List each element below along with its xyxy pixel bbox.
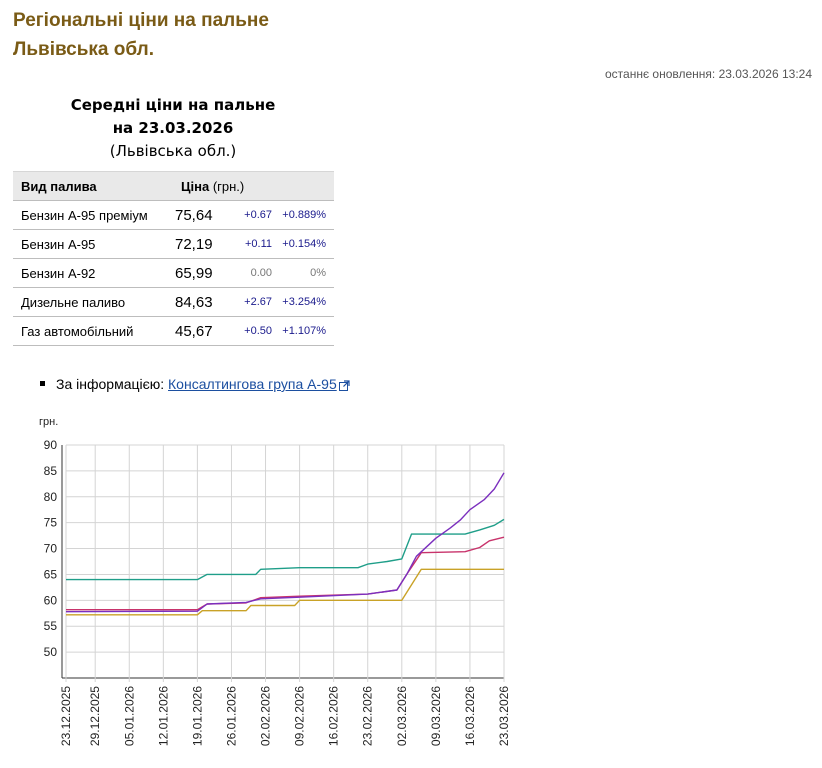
x-tick-label: 09.03.2026 bbox=[429, 686, 443, 746]
fuel-price: 75,64 bbox=[173, 200, 227, 230]
source-link[interactable]: Консалтингова група А-95 bbox=[168, 376, 350, 392]
x-tick-label: 09.02.2026 bbox=[293, 686, 307, 746]
price-change: 0.00 bbox=[227, 258, 272, 288]
caption-date: на 23.03.2026 bbox=[112, 119, 234, 137]
y-tick-label: 70 bbox=[44, 542, 58, 556]
y-tick-label: 75 bbox=[44, 516, 58, 530]
y-tick-label: 65 bbox=[44, 567, 58, 581]
series-line bbox=[66, 518, 505, 581]
chart-grid bbox=[61, 444, 505, 682]
y-tick-label: 50 bbox=[44, 645, 58, 659]
x-tick-label: 23.02.2026 bbox=[361, 686, 375, 746]
fuel-name: Газ автомобільний bbox=[13, 316, 173, 346]
bullet-icon bbox=[40, 380, 45, 386]
price-change-percent: +1.107% bbox=[272, 316, 334, 346]
price-change-percent: +0.154% bbox=[272, 229, 334, 259]
y-tick-label: 60 bbox=[44, 593, 58, 607]
fuel-price: 84,63 bbox=[173, 287, 227, 317]
page-title-line1: Регіональні ціни на пальне bbox=[13, 10, 269, 31]
chart-ylabel: грн. bbox=[39, 416, 58, 428]
fuel-prices-table: Вид палива Ціна (грн.) Бензин А-95 премі… bbox=[13, 171, 334, 346]
header-price: Ціна (грн.) bbox=[173, 171, 334, 201]
header-price-unit: (грн.) bbox=[212, 178, 245, 194]
table-header-row: Вид палива Ціна (грн.) bbox=[13, 171, 334, 201]
last-updated-text: останнє оновлення: 23.03.2026 13:24 bbox=[604, 67, 812, 81]
chart-y-axis: 50 55 60 65 70 75 80 85 90 bbox=[44, 438, 58, 659]
fuel-price: 65,99 bbox=[173, 258, 227, 288]
x-tick-label: 19.01.2026 bbox=[190, 686, 204, 746]
price-change: +0.67 bbox=[227, 200, 272, 230]
source-prefix: За інформацією: bbox=[56, 376, 165, 392]
x-tick-label: 26.01.2026 bbox=[224, 686, 238, 746]
fuel-name: Бензин А-95 bbox=[13, 229, 173, 259]
x-tick-label: 16.03.2026 bbox=[463, 686, 477, 746]
caption-region: (Львівська обл.) bbox=[109, 142, 237, 160]
fuel-name: Бензин А-95 преміум bbox=[13, 200, 173, 230]
source-info: За інформацією: Консалтингова група А-95 bbox=[40, 376, 350, 392]
y-tick-label: 55 bbox=[44, 619, 58, 633]
table-caption: Середні ціни на пальне на 23.03.2026 (Ль… bbox=[13, 94, 333, 163]
price-change-percent: +3.254% bbox=[272, 287, 334, 317]
price-change-percent: 0% bbox=[272, 258, 334, 288]
x-tick-label: 02.02.2026 bbox=[259, 686, 273, 746]
header-price-label: Ціна bbox=[181, 178, 210, 194]
price-change-percent: +0.889% bbox=[272, 200, 334, 230]
source-link-text[interactable]: Консалтингова група А-95 bbox=[168, 376, 337, 392]
fuel-price-chart: 50 55 60 65 70 75 80 85 90 23.12.2025 29.12.2025 0… bbox=[39, 416, 511, 746]
x-tick-label: 16.02.2026 bbox=[327, 686, 341, 746]
external-link-icon[interactable] bbox=[338, 380, 350, 391]
header-fuel-type: Вид палива bbox=[13, 171, 173, 201]
x-tick-label: 02.03.2026 bbox=[395, 686, 409, 746]
chart-x-axis: 23.12.2025 29.12.2025 05.01.2026 12.01.2026… bbox=[59, 686, 511, 746]
page-title-region: Львівська обл. bbox=[13, 39, 154, 60]
table-row: Дизельне паливо 84,63 +2.67 +3.254% bbox=[13, 287, 334, 317]
series-line bbox=[65, 472, 505, 613]
y-tick-label: 80 bbox=[44, 490, 58, 504]
price-change: +0.50 bbox=[227, 316, 272, 346]
x-tick-label: 23.03.2026 bbox=[497, 686, 511, 746]
table-row: Бензин А-95 72,19 +0.11 +0.154% bbox=[13, 229, 334, 259]
caption-title: Середні ціни на пальне bbox=[70, 96, 276, 114]
page-title: Регіональні ціни на пальне Львівська обл… bbox=[13, 6, 269, 64]
fuel-name: Бензин А-92 bbox=[13, 258, 173, 288]
chart-series bbox=[65, 472, 505, 616]
x-tick-label: 05.01.2026 bbox=[122, 686, 136, 746]
table-row: Бензин А-95 преміум 75,64 +0.67 +0.889% bbox=[13, 200, 334, 230]
x-tick-label: 12.01.2026 bbox=[156, 686, 170, 746]
series-line bbox=[66, 568, 504, 616]
y-tick-label: 85 bbox=[44, 464, 58, 478]
y-tick-label: 90 bbox=[44, 438, 58, 452]
price-change: +2.67 bbox=[227, 287, 272, 317]
fuel-price: 72,19 bbox=[173, 229, 227, 259]
x-tick-label: 23.12.2025 bbox=[59, 686, 73, 746]
fuel-name: Дизельне паливо bbox=[13, 287, 173, 317]
table-row: Газ автомобільний 45,67 +0.50 +1.107% bbox=[13, 316, 334, 346]
price-change: +0.11 bbox=[227, 229, 272, 259]
x-tick-label: 29.12.2025 bbox=[88, 686, 102, 746]
fuel-price: 45,67 bbox=[173, 316, 227, 346]
table-row: Бензин А-92 65,99 0.00 0% bbox=[13, 258, 334, 288]
